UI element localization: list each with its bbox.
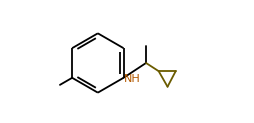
Text: NH: NH bbox=[124, 74, 140, 84]
